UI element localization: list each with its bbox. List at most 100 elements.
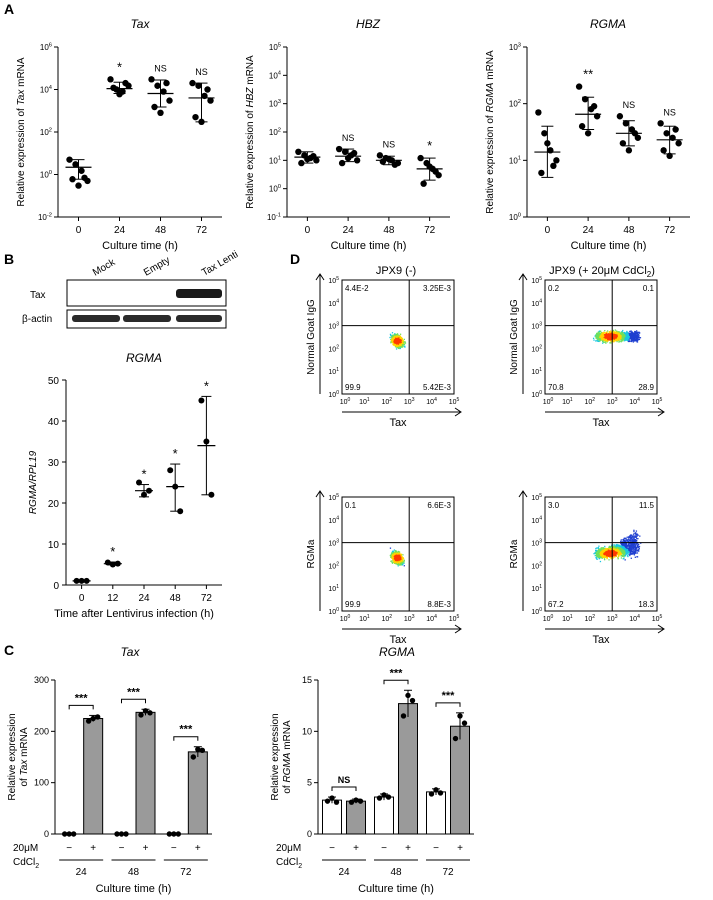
flow-event [393, 553, 396, 556]
flow-event [631, 538, 633, 541]
flow-event [618, 544, 621, 546]
flow-event [390, 336, 392, 338]
flow-event [395, 555, 397, 557]
flow-event [401, 561, 404, 563]
flow-event [602, 547, 604, 549]
flow-event [597, 556, 599, 558]
panel-label-d: D [290, 251, 300, 267]
flow-event [393, 344, 395, 346]
flow-event [636, 548, 638, 550]
flow-event [393, 343, 395, 346]
flow-event [607, 552, 609, 555]
flow-event [597, 331, 600, 333]
flow-event [616, 338, 619, 340]
flow-event [631, 535, 634, 538]
flow-event [601, 551, 604, 553]
flow-event [392, 340, 394, 342]
flow-event [625, 547, 628, 549]
flow-event [615, 544, 617, 547]
flow-event [617, 551, 619, 553]
flow-event [602, 340, 604, 342]
x-tick-label: 24 [583, 225, 595, 236]
data-point [428, 791, 435, 797]
y-tick-label: 104 [40, 85, 53, 95]
flow-event [393, 559, 395, 562]
flow-event [616, 332, 618, 334]
panel-label-b: B [4, 251, 14, 267]
flow-event [399, 557, 401, 559]
flow-event [619, 546, 622, 548]
flow-event [596, 556, 598, 558]
flow-x-tick-label: 103 [404, 614, 415, 623]
flow-event [626, 555, 628, 557]
flow-event [634, 550, 636, 552]
flow-event [636, 552, 639, 554]
treatment-minus: − [329, 843, 335, 854]
treatment-plus: + [405, 843, 411, 854]
flow-event [604, 556, 607, 558]
data-point [136, 479, 142, 486]
flow-event [595, 550, 598, 552]
flow-event [614, 553, 617, 555]
flow-event [601, 334, 603, 336]
flow-event [392, 558, 395, 560]
flow-event [604, 555, 606, 557]
significance-label: *** [75, 692, 89, 704]
flow-event [606, 549, 609, 551]
flow-event [390, 339, 393, 342]
flow-event [396, 556, 398, 559]
flow-event [607, 548, 609, 551]
flow-event [606, 340, 609, 342]
data-point [348, 799, 355, 805]
flow-event [394, 559, 397, 561]
flow-event [613, 547, 615, 549]
flow-event [613, 338, 615, 340]
significance-label: *** [127, 686, 141, 698]
flow-event [402, 554, 404, 556]
flow-event [393, 551, 396, 554]
flow-event [403, 562, 405, 565]
data-point [590, 103, 598, 110]
flow-event [391, 332, 394, 334]
flow-x-arrowhead [454, 407, 462, 417]
flow-event [627, 333, 629, 336]
flow-event [623, 547, 625, 549]
flow-event [608, 555, 610, 557]
flow-event [401, 341, 403, 343]
flow-event [620, 341, 622, 343]
flow-event [629, 545, 632, 548]
flow-event [624, 537, 626, 539]
flow-event [608, 332, 611, 334]
flow-event [396, 560, 398, 562]
flow-event [626, 337, 628, 339]
flow-event [633, 530, 635, 533]
flow-event [399, 336, 401, 339]
flow-event [607, 554, 610, 556]
blot-lane-label: Empty [142, 255, 172, 279]
flow-event [404, 341, 406, 343]
flow-event [604, 336, 606, 339]
flow-event [403, 338, 405, 341]
flow-event [632, 536, 635, 538]
flow-x-arrowhead [454, 624, 462, 634]
flow-event [617, 547, 619, 549]
significance-label: NS [383, 139, 396, 149]
flow-event [626, 539, 629, 541]
flow-event [631, 336, 633, 339]
y-tick-label: 103 [269, 99, 281, 109]
significance-label: NS [663, 107, 676, 117]
flow-event [398, 347, 400, 349]
y-tick-label: 100 [509, 212, 521, 222]
quadrant-ur: 0.1 [643, 284, 655, 293]
panel-label-c: C [4, 642, 14, 658]
flow-event [604, 341, 606, 343]
flow-event [635, 331, 637, 334]
flow-event [399, 339, 401, 342]
flow-event [398, 552, 400, 555]
flow-event [634, 545, 636, 548]
flow-x-tick-label: 100 [340, 614, 351, 623]
flow-event [599, 330, 602, 332]
flow-event [614, 336, 616, 338]
flow-event [615, 332, 617, 334]
